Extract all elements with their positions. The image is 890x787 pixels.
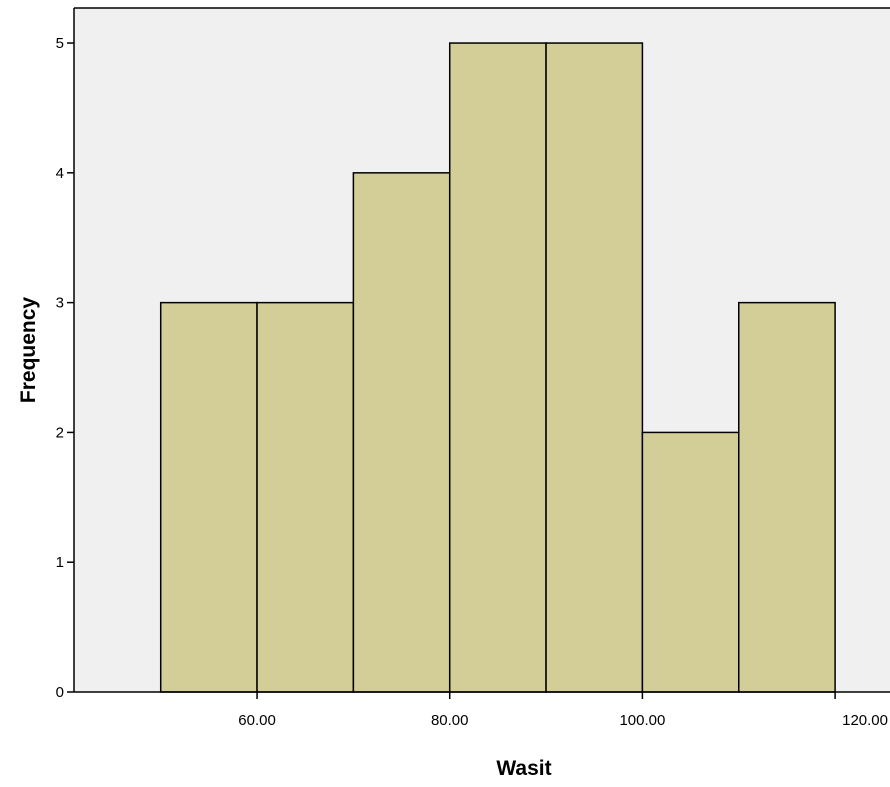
- y-tick-label: 1: [56, 554, 64, 571]
- x-tick-label: 60.00: [238, 712, 276, 729]
- bars-group: [159, 42, 836, 693]
- histogram-bar-6: [641, 431, 740, 693]
- histogram-bar-5: [545, 42, 644, 693]
- y-axis-ticks: 0 1 2 3 4 5: [56, 35, 74, 701]
- x-axis-title: Wasit: [496, 757, 551, 780]
- histogram-bar-7: [737, 301, 836, 693]
- x-tick-label: 120.00: [842, 712, 888, 729]
- y-tick-label: 4: [56, 165, 64, 182]
- histogram-bar-1: [159, 301, 258, 693]
- y-tick-label: 3: [56, 295, 64, 312]
- histogram-bar-4: [448, 42, 547, 693]
- y-tick-label: 5: [56, 35, 64, 52]
- x-tick-label: 80.00: [431, 712, 469, 729]
- histogram-bar-3: [352, 172, 451, 693]
- y-axis-title: Frequency: [17, 297, 40, 404]
- x-axis-ticks: 60.00 80.00 100.00 120.00: [238, 692, 888, 729]
- x-tick-label: 100.00: [619, 712, 665, 729]
- histogram-bar-2: [256, 301, 355, 693]
- axes-group: [73, 7, 890, 693]
- y-tick-label: 2: [56, 424, 64, 441]
- y-tick-label: 0: [56, 684, 64, 701]
